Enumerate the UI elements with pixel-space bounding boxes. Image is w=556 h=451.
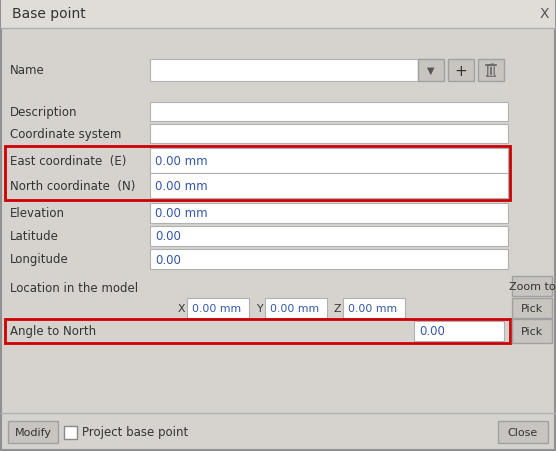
Bar [150,174,508,198]
Bar [498,421,548,443]
Bar [343,299,405,318]
Text: 0.00: 0.00 [155,253,181,266]
Text: X: X [177,304,185,313]
Text: Name: Name [10,64,44,77]
Text: North coordinate  (N): North coordinate (N) [10,179,135,193]
Bar [150,226,508,246]
Text: Y: Y [256,304,263,313]
Text: +: + [455,63,468,78]
Text: Description: Description [10,106,77,119]
Text: Longitude: Longitude [10,253,69,266]
Text: 0.00 mm: 0.00 mm [192,304,241,313]
Text: Location in the model: Location in the model [10,281,138,294]
Bar [150,249,508,269]
Bar [8,421,58,443]
Text: ▼: ▼ [427,66,435,76]
Text: 0.00 mm: 0.00 mm [348,304,397,313]
Bar [418,60,444,82]
Bar [478,60,504,82]
Text: Close: Close [508,427,538,437]
Bar [5,147,510,201]
Text: Pick: Pick [521,326,543,336]
Text: Coordinate system: Coordinate system [10,128,121,141]
Text: 0.00 mm: 0.00 mm [155,207,207,220]
Text: Project base point: Project base point [82,426,188,438]
Text: East coordinate  (E): East coordinate (E) [10,155,126,168]
Bar [512,299,552,318]
Text: Angle to North: Angle to North [10,325,96,338]
Bar [150,149,508,174]
Bar [150,203,508,224]
Bar [150,103,508,122]
Bar [512,276,552,296]
Text: Z: Z [334,304,341,313]
Bar [414,321,504,341]
Text: 0.00 mm: 0.00 mm [270,304,319,313]
Bar [5,319,510,343]
Text: Latitude: Latitude [10,230,59,243]
Text: Pick: Pick [521,304,543,313]
Text: X: X [539,7,549,21]
Text: ⬜: ⬜ [488,66,494,76]
Bar [150,60,418,82]
Text: Base point: Base point [12,7,86,21]
Text: Modify: Modify [14,427,52,437]
Bar [150,125,508,144]
Text: 0.00: 0.00 [419,325,445,338]
Bar [512,319,552,343]
Text: 0.00: 0.00 [155,230,181,243]
Bar [265,299,327,318]
Bar [64,426,77,439]
Text: 0.00 mm: 0.00 mm [155,155,207,168]
Text: Zoom to: Zoom to [509,281,555,291]
Text: 0.00 mm: 0.00 mm [155,179,207,193]
Text: Elevation: Elevation [10,207,65,220]
Bar [1,1,555,29]
Bar [448,60,474,82]
Bar [187,299,249,318]
